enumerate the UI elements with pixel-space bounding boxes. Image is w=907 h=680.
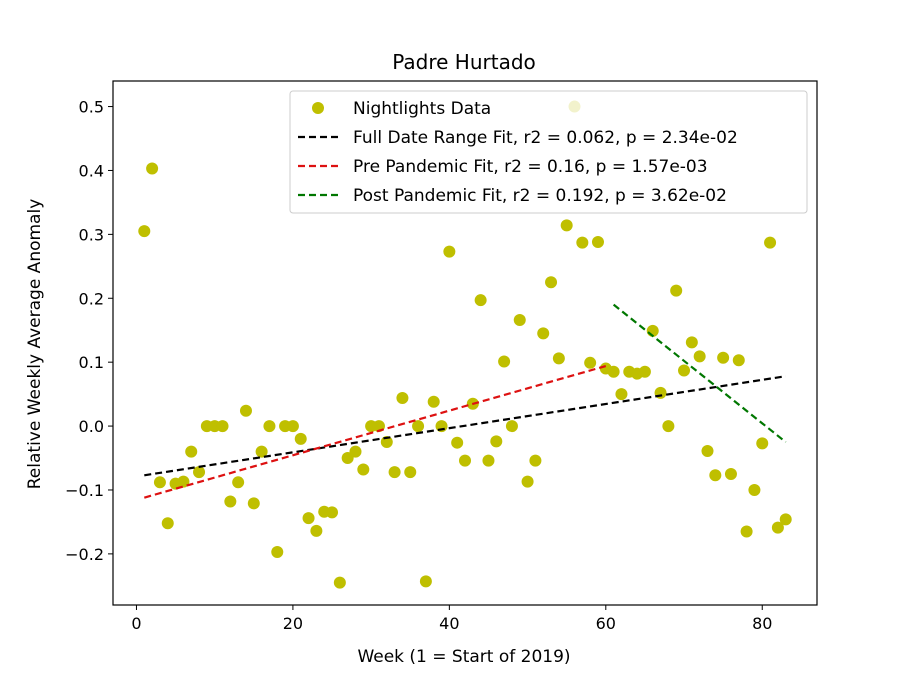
data-point (302, 512, 315, 525)
data-point (482, 454, 495, 467)
legend-label: Nightlights Data (353, 99, 491, 119)
legend: Nightlights Data Full Date Range Fit, r2 … (289, 90, 808, 214)
data-point (310, 524, 323, 537)
x-axis-label: Week (1 = Start of 2019) (357, 647, 570, 667)
x-tick-label: 0 (131, 614, 141, 633)
data-point (286, 420, 299, 433)
data-point (232, 476, 245, 489)
data-point (146, 162, 159, 175)
data-point (153, 476, 166, 489)
plot-area (138, 100, 792, 589)
data-point (396, 391, 409, 404)
data-point (349, 445, 362, 458)
data-point (771, 521, 784, 534)
data-point (717, 351, 730, 364)
data-point (584, 356, 597, 369)
data-point (427, 395, 440, 408)
data-point (333, 576, 346, 589)
data-point (443, 245, 456, 258)
data-point (224, 495, 237, 508)
y-tick-label: 0.3 (79, 225, 104, 244)
data-point (498, 355, 511, 368)
data-point (193, 466, 206, 479)
y-tick-label: 0.2 (79, 289, 104, 308)
data-point (560, 219, 573, 232)
data-point (638, 365, 651, 378)
data-point (732, 354, 745, 367)
legend-label: Post Pandemic Fit, r2 = 0.192, p = 3.62e… (353, 186, 727, 206)
data-point (326, 506, 339, 519)
data-point (529, 454, 542, 467)
data-point (709, 469, 722, 482)
data-point (724, 468, 737, 480)
data-point (419, 575, 432, 588)
y-tick-label: −0.1 (65, 481, 104, 500)
y-tick-label: 0.5 (79, 98, 104, 117)
data-point (740, 525, 753, 538)
data-point (490, 435, 503, 448)
data-point (247, 497, 260, 510)
data-point (685, 336, 698, 349)
data-point (138, 225, 151, 238)
data-point (185, 445, 198, 458)
data-point (576, 236, 589, 249)
fit-line-2 (143, 364, 607, 499)
data-point (357, 463, 370, 476)
data-point (263, 420, 276, 433)
data-point (271, 545, 284, 558)
data-point (521, 475, 534, 488)
data-point (693, 350, 706, 363)
y-tick-label: −0.2 (65, 545, 104, 564)
data-point (161, 517, 174, 530)
legend-label: Full Date Range Fit, r2 = 0.062, p = 2.3… (353, 128, 738, 148)
legend-label: Pre Pandemic Fit, r2 = 0.16, p = 1.57e-0… (353, 157, 708, 177)
data-point (216, 420, 229, 433)
y-tick-label: 0.4 (79, 161, 104, 180)
x-tick-label: 20 (283, 614, 303, 633)
data-point (756, 437, 769, 450)
data-point (748, 483, 761, 496)
data-point (294, 432, 307, 445)
fit-line-1 (144, 375, 786, 477)
legend-marker (312, 102, 324, 114)
chart-title: Padre Hurtado (392, 50, 536, 74)
data-point (459, 454, 471, 467)
data-point (451, 436, 464, 449)
y-axis-label: Relative Weekly Average Anomaly (25, 199, 45, 490)
axes: 0 20 40 60 80 −0.2 −0.1 0.0 0.1 0.2 0.3 0.4 0.5 (65, 80, 818, 633)
data-point (607, 365, 620, 378)
data-point (537, 327, 550, 340)
plot-frame (112, 80, 818, 606)
x-tick-label: 60 (596, 614, 616, 633)
data-point (474, 294, 487, 307)
data-point (779, 513, 792, 526)
data-point (255, 445, 268, 458)
data-point (662, 420, 675, 433)
fit-line-3 (612, 303, 787, 443)
data-point (388, 466, 401, 479)
y-tick-label: 0.1 (79, 353, 104, 372)
data-point (552, 352, 565, 365)
data-point (678, 364, 691, 377)
data-point (764, 236, 777, 249)
data-point (670, 284, 683, 297)
data-point (591, 236, 604, 249)
y-tick-label: 0.0 (79, 417, 104, 436)
x-tick-label: 80 (752, 614, 772, 633)
data-point (412, 420, 425, 433)
x-tick-label: 40 (439, 614, 459, 633)
data-point (404, 466, 417, 479)
data-point (505, 420, 518, 433)
data-point (239, 404, 252, 417)
legend-box (289, 90, 808, 214)
data-point (513, 313, 526, 326)
data-point (701, 444, 714, 457)
data-point (615, 388, 628, 401)
data-point (545, 276, 558, 289)
